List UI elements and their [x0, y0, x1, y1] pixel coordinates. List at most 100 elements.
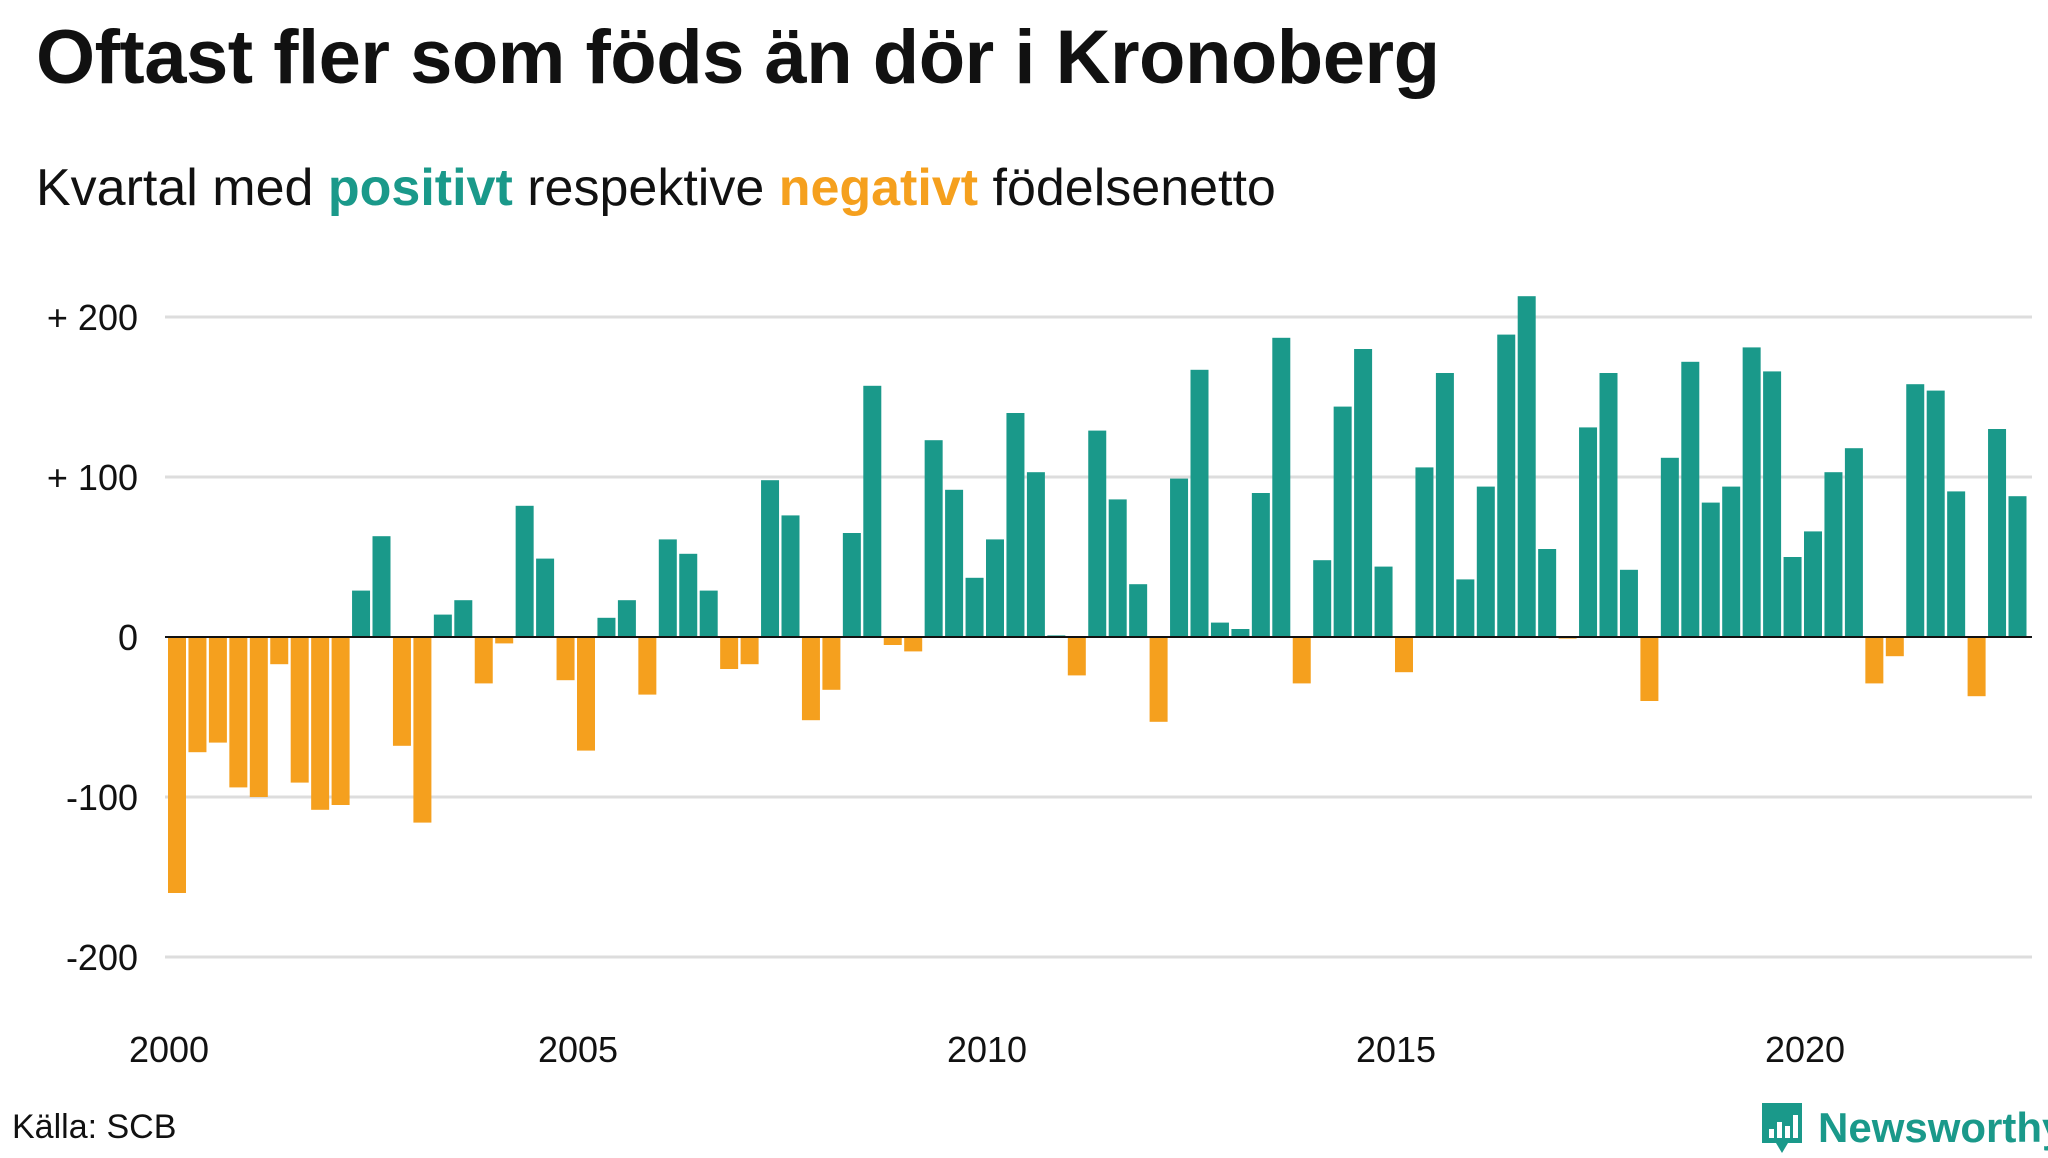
bar — [1129, 584, 1148, 637]
bar — [1885, 637, 1904, 657]
x-tick-label: 2000 — [129, 1029, 209, 1070]
subtitle-text-mid: respektive — [512, 159, 779, 217]
bar — [986, 539, 1004, 637]
bar — [168, 637, 186, 893]
bar — [1947, 491, 1966, 637]
bar — [413, 637, 432, 823]
bar — [1988, 429, 2007, 637]
bar — [904, 637, 923, 652]
bar — [1763, 371, 1782, 637]
bar — [842, 533, 861, 637]
x-tick-label: 2020 — [1765, 1029, 1845, 1070]
bar — [392, 637, 411, 746]
bar — [536, 558, 555, 637]
y-tick-label: + 200 — [47, 297, 138, 338]
bar — [270, 637, 289, 665]
bar — [1722, 486, 1741, 637]
chart-title: Oftast fler som föds än dör i Kronoberg — [36, 15, 1440, 100]
bar — [1067, 637, 1086, 676]
bar — [577, 637, 595, 751]
bar — [1742, 347, 1761, 637]
bar — [658, 539, 677, 637]
x-tick-label: 2005 — [538, 1029, 618, 1070]
y-tick-label: + 100 — [47, 457, 138, 498]
bar — [1660, 457, 1679, 637]
bar — [597, 617, 616, 637]
bar — [1967, 637, 1986, 697]
bar — [372, 536, 391, 637]
bar — [1395, 637, 1413, 673]
subtitle-text-post: födelsenetto — [978, 159, 1276, 217]
bar — [515, 505, 534, 637]
bar — [699, 590, 718, 637]
bar — [1497, 334, 1516, 637]
subtitle-positive-label: positivt — [327, 159, 513, 217]
chart-subtitle: Kvartal med positivt respektive negativt… — [36, 158, 1276, 218]
bar — [1190, 369, 1209, 637]
bar — [781, 515, 800, 637]
bar — [495, 637, 514, 644]
bar — [1251, 493, 1270, 637]
bar — [1231, 629, 1250, 637]
source-note: Källa: SCB — [12, 1108, 177, 1146]
bar — [1599, 373, 1618, 637]
bar — [1804, 531, 1822, 637]
bar — [454, 600, 473, 637]
y-tick-label: -100 — [66, 777, 138, 818]
bar — [1088, 430, 1107, 637]
bar — [1006, 413, 1025, 637]
bars — [168, 296, 2027, 893]
bar — [1701, 502, 1720, 637]
bar — [1333, 406, 1352, 637]
bar — [924, 440, 943, 637]
bar — [1108, 499, 1127, 637]
bar — [433, 614, 452, 637]
bar — [249, 637, 268, 797]
bar — [720, 637, 739, 669]
subtitle-text-pre: Kvartal med — [36, 159, 328, 217]
bar — [2008, 496, 2027, 637]
bar — [1865, 637, 1884, 684]
newsworthy-brand: Newsworthy — [1758, 1098, 2048, 1158]
bar — [863, 385, 882, 637]
bar — [311, 637, 330, 810]
bar — [290, 637, 309, 783]
bar — [883, 637, 902, 645]
bar — [1844, 448, 1863, 637]
bar — [1640, 637, 1659, 701]
bar-chart: + 200 + 100 0 -100 -200 2000 2005 2010 2015 2020 — [47, 296, 2032, 1070]
bar — [617, 600, 636, 637]
y-axis-ticks: + 200 + 100 0 -100 -200 — [47, 297, 138, 978]
bar — [1313, 560, 1332, 637]
x-axis-ticks: 2000 2005 2010 2015 2020 — [129, 1029, 1845, 1070]
x-tick-label: 2015 — [1356, 1029, 1436, 1070]
bar — [352, 590, 371, 637]
bar — [1783, 557, 1802, 637]
bar — [556, 637, 575, 681]
bar-chart-logo-icon — [1762, 1103, 1802, 1153]
bar — [945, 489, 964, 637]
bar — [331, 637, 350, 805]
brand-name: Newsworthy — [1818, 1104, 2048, 1151]
bar — [1272, 337, 1291, 637]
bar — [1926, 390, 1945, 637]
bar — [208, 637, 227, 743]
bar — [965, 577, 984, 637]
bar — [229, 637, 248, 788]
bar — [1906, 384, 1925, 637]
bar — [822, 637, 841, 690]
bar — [1435, 373, 1454, 637]
bar — [638, 637, 657, 695]
bar — [474, 637, 493, 684]
bar — [679, 553, 698, 637]
bar — [1026, 472, 1045, 637]
bar — [1456, 579, 1475, 637]
bar — [1476, 486, 1495, 637]
bar — [1538, 549, 1557, 637]
bar — [188, 637, 207, 753]
y-tick-label: -200 — [66, 937, 138, 978]
bar — [1517, 296, 1536, 637]
subtitle-negative-label: negativt — [778, 159, 979, 217]
bar — [1681, 361, 1700, 637]
y-tick-label: 0 — [118, 617, 138, 658]
